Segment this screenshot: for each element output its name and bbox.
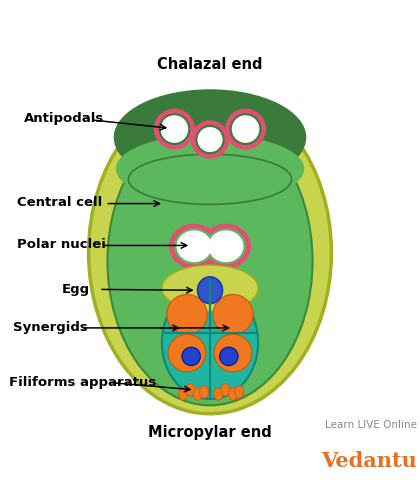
Ellipse shape — [114, 89, 306, 186]
Ellipse shape — [178, 388, 188, 400]
Ellipse shape — [167, 294, 207, 335]
Circle shape — [230, 113, 262, 145]
Ellipse shape — [214, 334, 252, 372]
Text: Central cell: Central cell — [18, 196, 102, 209]
Circle shape — [158, 113, 190, 145]
Ellipse shape — [213, 294, 253, 335]
Text: Synergids: Synergids — [13, 322, 88, 335]
Circle shape — [195, 125, 225, 154]
Ellipse shape — [186, 384, 195, 396]
Circle shape — [220, 347, 238, 366]
Text: Filiforms apparatus: Filiforms apparatus — [9, 376, 156, 389]
Text: Polar nuclei: Polar nuclei — [18, 238, 106, 251]
Ellipse shape — [235, 385, 244, 398]
Ellipse shape — [174, 228, 214, 264]
Ellipse shape — [129, 154, 291, 204]
Ellipse shape — [206, 228, 246, 264]
Text: Chalazal end: Chalazal end — [157, 57, 263, 72]
Circle shape — [197, 127, 223, 152]
Text: Micropylar end: Micropylar end — [148, 425, 272, 440]
Ellipse shape — [168, 334, 206, 372]
Ellipse shape — [208, 230, 244, 262]
Circle shape — [160, 115, 188, 143]
Circle shape — [225, 108, 266, 150]
Ellipse shape — [200, 385, 209, 398]
Text: Antipodals: Antipodals — [24, 112, 104, 125]
Circle shape — [232, 115, 260, 143]
Ellipse shape — [162, 265, 258, 311]
Ellipse shape — [176, 230, 212, 262]
Ellipse shape — [221, 384, 230, 396]
Ellipse shape — [116, 134, 304, 204]
Ellipse shape — [201, 224, 251, 269]
Ellipse shape — [169, 224, 219, 269]
Text: Learn LIVE Online: Learn LIVE Online — [325, 420, 417, 430]
Circle shape — [154, 108, 195, 150]
Ellipse shape — [89, 91, 331, 414]
Ellipse shape — [228, 388, 238, 400]
Ellipse shape — [193, 388, 202, 400]
Circle shape — [182, 347, 200, 366]
Ellipse shape — [214, 388, 223, 400]
Text: Vedantu: Vedantu — [321, 451, 417, 471]
Circle shape — [191, 120, 229, 159]
Ellipse shape — [108, 117, 312, 405]
Text: Egg: Egg — [61, 283, 89, 296]
Ellipse shape — [197, 277, 223, 304]
Ellipse shape — [162, 286, 258, 399]
